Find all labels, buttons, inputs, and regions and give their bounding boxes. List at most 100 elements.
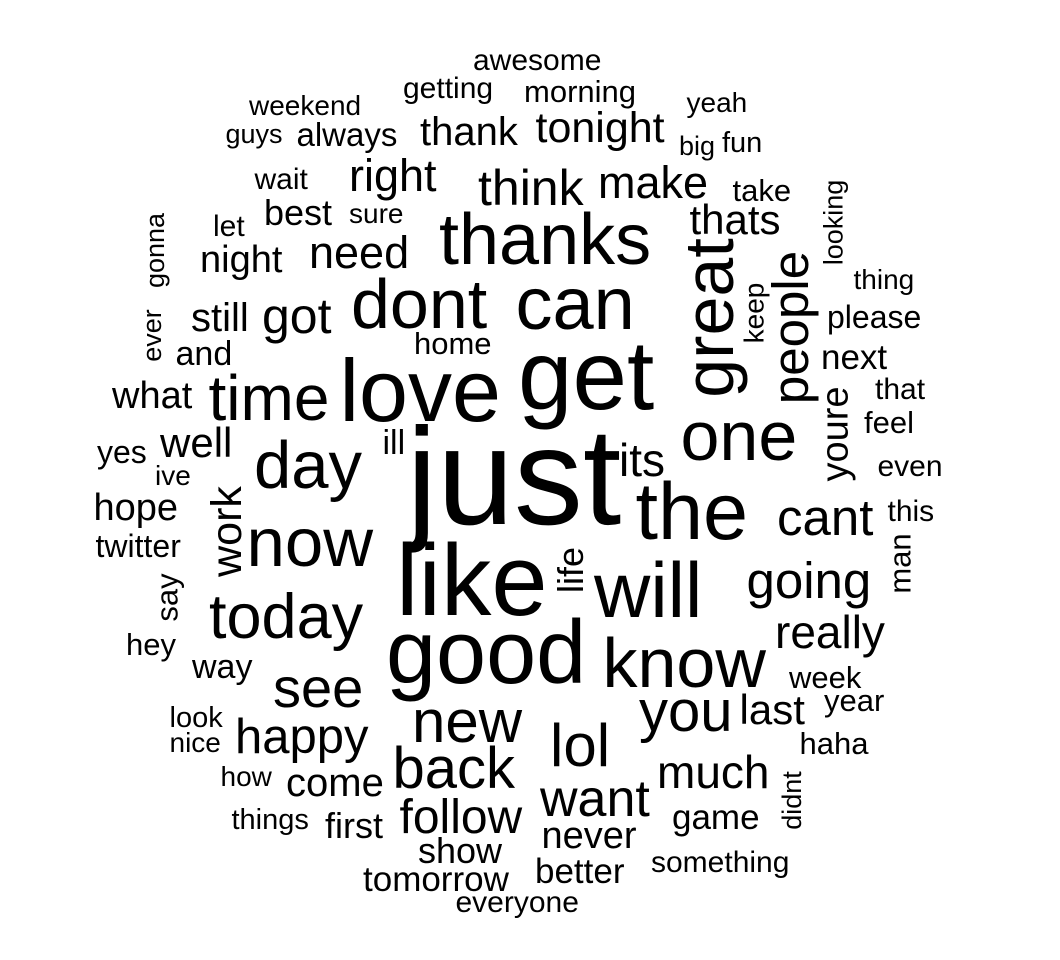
word-dont: dont (351, 265, 488, 343)
word-still: still (191, 296, 249, 340)
word-didnt: didnt (776, 770, 807, 830)
word-best: best (264, 192, 333, 233)
word-game: game (672, 797, 760, 837)
word-man: man (882, 532, 918, 594)
word-will: will (594, 546, 703, 634)
word-awesome: awesome (473, 44, 602, 77)
word-new: new (412, 688, 523, 755)
word-great: great (669, 238, 748, 398)
word-ever: ever (136, 308, 167, 362)
word-can: can (515, 262, 635, 345)
word-tomorrow: tomorrow (363, 859, 509, 899)
word-fun: fun (722, 126, 763, 159)
word-looking: looking (818, 179, 849, 265)
word-thing: thing (853, 264, 915, 295)
word-year: year (824, 682, 885, 718)
word-twitter: twitter (95, 528, 181, 564)
word-hey: hey (126, 626, 176, 662)
word-time: time (208, 362, 330, 434)
word-things: things (231, 803, 309, 836)
word-much: much (657, 746, 770, 798)
word-one: one (680, 397, 798, 475)
word-well: well (160, 419, 233, 466)
word-haha: haha (799, 725, 869, 761)
word-gonna: gonna (139, 212, 170, 288)
word-show: show (418, 830, 503, 871)
word-get: get (518, 320, 655, 430)
word-think: think (478, 160, 584, 216)
word-right: right (349, 149, 437, 201)
word-follow: follow (399, 791, 523, 844)
word-wait: wait (254, 163, 308, 196)
word-love: love (339, 341, 501, 440)
word-better: better (535, 851, 625, 891)
word-everyone: everyone (455, 886, 579, 919)
word-that: that (875, 373, 926, 406)
word-good: good (386, 603, 587, 703)
word-look: look (169, 701, 223, 734)
word-weekend: weekend (249, 90, 362, 121)
word-home: home (414, 325, 492, 361)
word-thanks: thanks (439, 200, 652, 280)
word-make: make (598, 156, 709, 208)
word-getting: getting (403, 72, 494, 105)
word-this: this (887, 495, 935, 528)
word-come: come (286, 761, 384, 805)
word-first: first (325, 805, 383, 846)
word-night: night (200, 239, 283, 281)
word-big: big (679, 130, 716, 161)
word-way: way (192, 648, 253, 686)
word-like: like (396, 524, 548, 637)
word-take: take (732, 172, 792, 208)
word-let: let (213, 210, 245, 243)
word-people: people (761, 250, 819, 404)
word-hope: hope (93, 487, 179, 529)
word-its: its (619, 434, 665, 486)
word-say: say (149, 572, 185, 622)
word-cant: cant (777, 488, 874, 546)
word-tonight: tonight (535, 103, 665, 152)
word-today: today (209, 581, 364, 652)
word-lol: lol (550, 712, 611, 779)
word-nice: nice (169, 727, 221, 758)
word-sure: sure (349, 198, 404, 229)
word-work: work (202, 485, 251, 577)
word-you: you (639, 679, 733, 744)
word-next: next (821, 337, 888, 377)
word-week: week (789, 659, 862, 695)
word-going: going (746, 551, 872, 609)
word-really: really (775, 606, 885, 658)
word-guys: guys (225, 118, 283, 149)
word-ive: ive (155, 460, 191, 491)
word-always: always (296, 115, 398, 153)
word-never: never (541, 815, 637, 857)
word-youre: youre (814, 386, 857, 482)
word-yeah: yeah (686, 87, 748, 118)
word-yes: yes (97, 434, 147, 470)
word-something: something (651, 846, 790, 879)
word-thats: thats (689, 196, 781, 243)
word-happy: happy (235, 709, 369, 764)
word-know: know (602, 624, 766, 702)
word-see: see (273, 656, 364, 719)
word-morning: morning (524, 73, 636, 109)
word-want: want (540, 770, 650, 828)
word-even: even (877, 450, 943, 483)
word-just: just (406, 400, 622, 554)
word-now: now (246, 503, 374, 581)
word-feel: feel (864, 404, 914, 440)
word-thank: thank (420, 110, 518, 154)
word-life: life (550, 546, 592, 594)
word-got: got (262, 288, 332, 344)
word-need: need (309, 226, 410, 278)
word-and: and (175, 335, 233, 373)
word-ill: ill (382, 424, 406, 462)
word-what: what (112, 375, 193, 417)
word-the: the (635, 466, 749, 557)
word-back: back (392, 736, 516, 801)
word-please: please (827, 299, 922, 335)
word-day: day (254, 427, 363, 503)
word-last: last (739, 686, 805, 733)
word-how: how (220, 761, 272, 792)
